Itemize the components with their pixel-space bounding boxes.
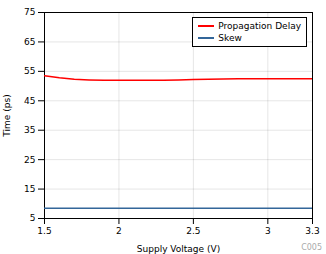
svg-text:45: 45	[24, 96, 35, 106]
svg-text:75: 75	[24, 7, 35, 17]
html-text:Skew: Skew	[218, 33, 242, 43]
svg-text:2.5: 2.5	[186, 226, 200, 236]
html-text:Propagation Delay: Propagation Delay	[218, 21, 301, 31]
svg-text:5: 5	[30, 213, 36, 223]
svg-text:65: 65	[24, 37, 35, 47]
svg-text:25: 25	[24, 155, 35, 165]
html-text:C005: C005	[301, 243, 322, 252]
svg-text:Time (ps): Time (ps)	[2, 94, 12, 137]
svg-text:15: 15	[24, 184, 35, 194]
svg-text:55: 55	[24, 66, 35, 76]
svg-text:Supply Voltage (V): Supply Voltage (V)	[137, 244, 220, 254]
svg-text:3: 3	[265, 226, 271, 236]
svg-text:35: 35	[24, 125, 35, 135]
svg-text:1.5: 1.5	[37, 226, 51, 236]
svg-text:2: 2	[116, 226, 122, 236]
svg-text:3.3: 3.3	[305, 226, 319, 236]
